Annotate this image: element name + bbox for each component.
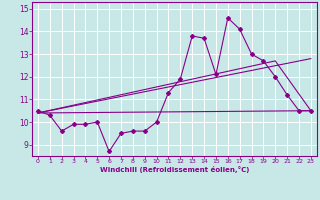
X-axis label: Windchill (Refroidissement éolien,°C): Windchill (Refroidissement éolien,°C) [100, 166, 249, 173]
